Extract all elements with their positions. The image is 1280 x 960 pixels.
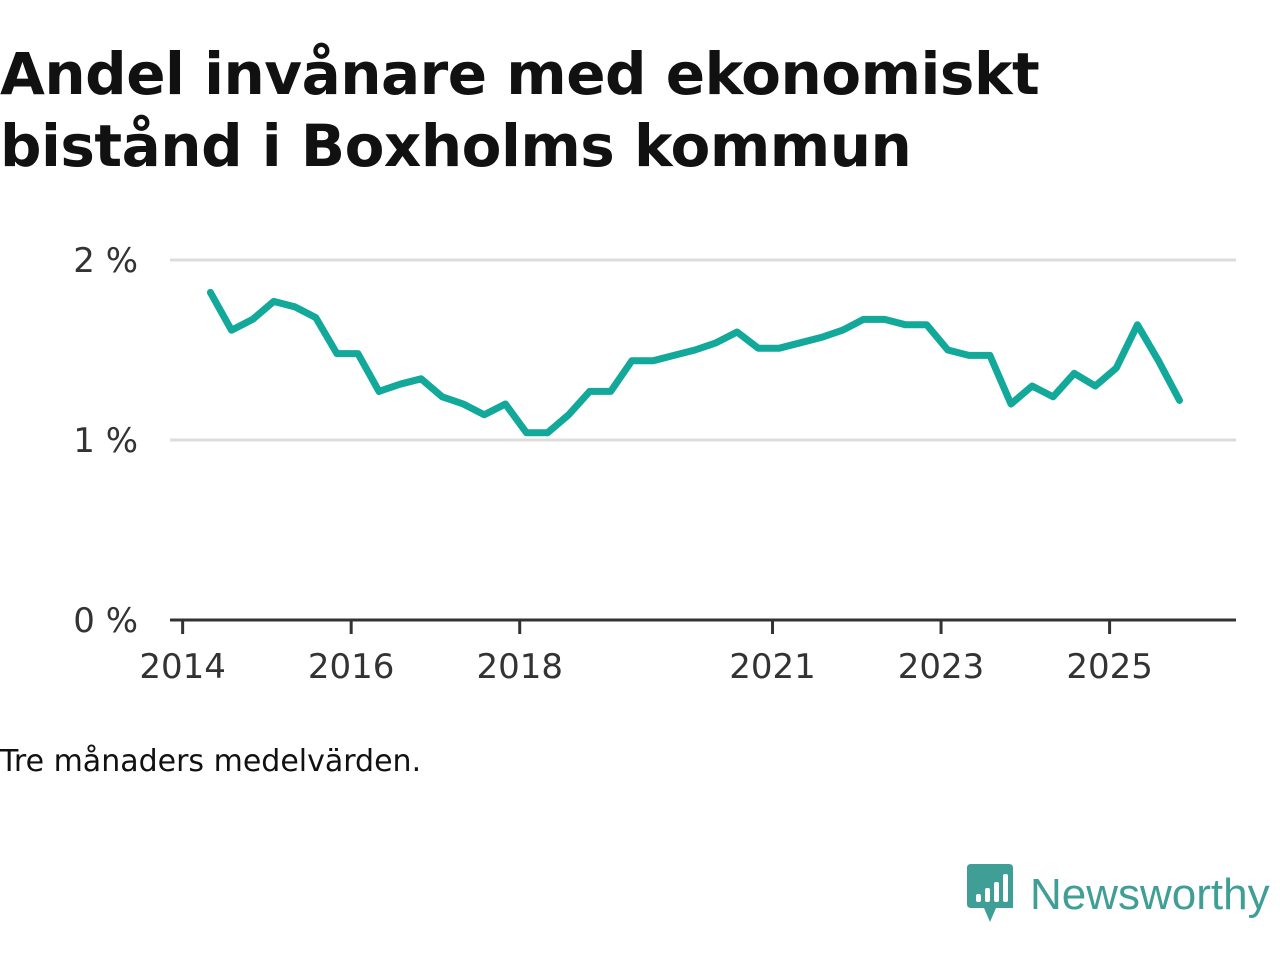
x-tick-label: 2023 [898, 647, 985, 687]
line-chart: 0 % 1 % 2 % 2014 2016 2018 2021 2023 2025 [73, 241, 1236, 687]
logo-bar-2 [985, 888, 990, 902]
logo-bar-3 [994, 882, 999, 902]
grid-lines [170, 258, 1236, 442]
x-tick-label: 2018 [476, 647, 563, 687]
x-tick-label: 2016 [308, 647, 395, 687]
logo-bar-4 [1003, 874, 1008, 902]
y-tick-label: 0 % [73, 601, 138, 641]
brand-name: Newsworthy [1030, 870, 1270, 919]
x-tick-label: 2025 [1066, 647, 1153, 687]
logo-bar-1 [976, 894, 981, 902]
brand-logo[interactable]: Newsworthy [964, 862, 1270, 928]
y-axis-ticks: 0 % 1 % 2 % [73, 241, 138, 641]
x-tick-label: 2014 [139, 647, 226, 687]
chart-note: Tre månaders medelvärden. [0, 744, 422, 779]
y-tick-label: 1 % [73, 421, 138, 461]
chart-title: Andel invånare med ekonomiskt bistånd i … [0, 40, 1040, 180]
x-tick-label: 2021 [729, 647, 816, 687]
series-line [206, 288, 1183, 437]
y-tick-label: 2 % [73, 241, 138, 281]
x-axis-ticks: 2014 2016 2018 2021 2023 2025 [139, 620, 1153, 687]
newsworthy-logo-icon [967, 864, 1013, 922]
